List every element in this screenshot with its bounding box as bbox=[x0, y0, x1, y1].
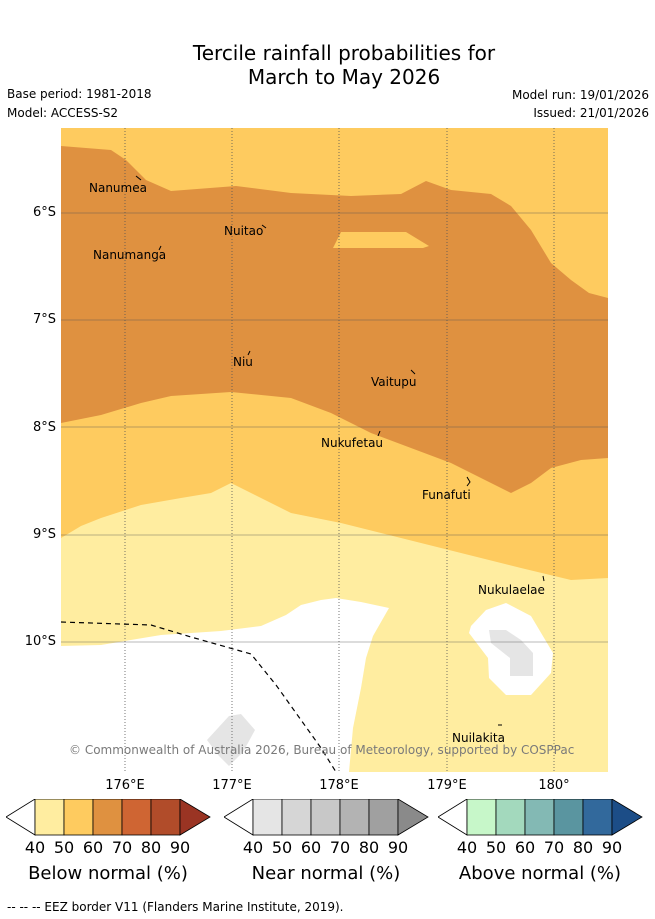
label-nuilakita: Nuilakita bbox=[452, 731, 505, 745]
island-nanumea bbox=[135, 175, 142, 181]
colorbar-near-normal bbox=[224, 799, 429, 836]
rainfall-map bbox=[61, 128, 608, 772]
lon-grid bbox=[124, 128, 555, 772]
swatch-above-60 bbox=[524, 799, 555, 836]
model-run: Model run: 19/01/2026 bbox=[511, 88, 649, 102]
swatch-above-90 bbox=[611, 799, 643, 836]
label-nuitao: Nuitao bbox=[224, 224, 264, 238]
swatch-below-80 bbox=[150, 799, 181, 836]
island-nukufetau bbox=[377, 430, 381, 437]
zone-near-40-sw bbox=[207, 714, 255, 766]
island-nuitao bbox=[261, 224, 267, 229]
map-title-line2: March to May 2026 bbox=[247, 65, 441, 89]
lat-label-8s: 8°S bbox=[32, 420, 56, 435]
lat-label-10s: 10°S bbox=[24, 634, 56, 649]
tick-below-70: 70 bbox=[111, 838, 133, 857]
tick-below-40: 40 bbox=[24, 838, 46, 857]
colorbar-below-title: Below normal (%) bbox=[28, 863, 188, 884]
zone-below-50-patch bbox=[333, 232, 429, 248]
swatch-above-80 bbox=[582, 799, 613, 836]
copyright-notice: © Commonwealth of Australia 2026, Bureau… bbox=[69, 743, 575, 757]
tick-above-90: 90 bbox=[601, 838, 623, 857]
island-vaitupu bbox=[410, 369, 416, 375]
lat-grid bbox=[61, 212, 608, 643]
model-name: Model: ACCESS-S2 bbox=[7, 106, 119, 120]
tick-above-80: 80 bbox=[572, 838, 594, 857]
tick-above-50: 50 bbox=[485, 838, 507, 857]
label-vaitupu: Vaitupu bbox=[371, 375, 417, 389]
swatch-below-90 bbox=[179, 799, 211, 836]
island-outlines bbox=[135, 175, 545, 726]
tick-near-60: 60 bbox=[300, 838, 322, 857]
swatch-below-50 bbox=[63, 799, 94, 836]
label-funafuti: Funafuti bbox=[422, 488, 471, 502]
swatch-above-70 bbox=[553, 799, 584, 836]
colorbar-below-normal bbox=[6, 799, 211, 836]
zone-white-sw bbox=[61, 598, 389, 772]
lon-label-180: 180° bbox=[538, 778, 570, 793]
label-nanumea: Nanumea bbox=[89, 181, 147, 195]
base-period: Base period: 1981-2018 bbox=[7, 87, 152, 101]
tick-below-50: 50 bbox=[53, 838, 75, 857]
island-nukulaelae bbox=[542, 575, 545, 582]
island-funafuti bbox=[466, 476, 471, 487]
colorbar-near-title: Near normal (%) bbox=[251, 863, 401, 884]
lat-label-9s: 9°S bbox=[32, 527, 56, 542]
swatch-above-50 bbox=[495, 799, 526, 836]
tick-above-60: 60 bbox=[514, 838, 536, 857]
swatch-below-40 bbox=[34, 799, 65, 836]
swatch-above-40 bbox=[466, 799, 497, 836]
tick-near-40: 40 bbox=[242, 838, 264, 857]
colorbar-above-normal bbox=[438, 799, 643, 836]
lat-label-6s: 6°S bbox=[32, 205, 56, 220]
swatch-below-70 bbox=[121, 799, 152, 836]
tick-below-60: 60 bbox=[82, 838, 104, 857]
swatch-below-60 bbox=[92, 799, 123, 836]
colorbar-above-title: Above normal (%) bbox=[458, 863, 622, 884]
swatch-near-90 bbox=[397, 799, 429, 836]
swatch-near-50 bbox=[281, 799, 312, 836]
tick-below-80: 80 bbox=[140, 838, 162, 857]
tick-near-70: 70 bbox=[329, 838, 351, 857]
tick-below-90: 90 bbox=[169, 838, 191, 857]
tick-above-40: 40 bbox=[456, 838, 478, 857]
lat-label-7s: 7°S bbox=[32, 312, 56, 327]
island-niu bbox=[247, 350, 251, 356]
lon-label-178e: 178°E bbox=[319, 778, 359, 793]
tick-above-70: 70 bbox=[543, 838, 565, 857]
island-nanumanga bbox=[158, 245, 162, 251]
zone-below-60 bbox=[61, 146, 608, 493]
tick-near-80: 80 bbox=[358, 838, 380, 857]
lon-label-176e: 176°E bbox=[105, 778, 145, 793]
label-nanumanga: Nanumanga bbox=[93, 248, 167, 262]
swatch-near-40 bbox=[252, 799, 283, 836]
label-niu: Niu bbox=[233, 355, 253, 369]
label-nukufetau: Nukufetau bbox=[321, 436, 384, 450]
map-title-line1: Tercile rainfall probabilities for bbox=[192, 41, 496, 65]
lon-label-177e: 177°E bbox=[212, 778, 252, 793]
tick-near-50: 50 bbox=[271, 838, 293, 857]
zone-near-40-se bbox=[489, 630, 533, 676]
label-nukulaelae: Nukulaelae bbox=[478, 583, 545, 597]
swatch-near-60 bbox=[310, 799, 341, 836]
eez-legend: -- -- -- EEZ border V11 (Flanders Marine… bbox=[7, 900, 344, 914]
lon-label-179e: 179°E bbox=[427, 778, 467, 793]
tick-near-90: 90 bbox=[387, 838, 409, 857]
issued-date: Issued: 21/01/2026 bbox=[533, 106, 649, 120]
swatch-near-70 bbox=[339, 799, 370, 836]
swatch-near-80 bbox=[368, 799, 399, 836]
